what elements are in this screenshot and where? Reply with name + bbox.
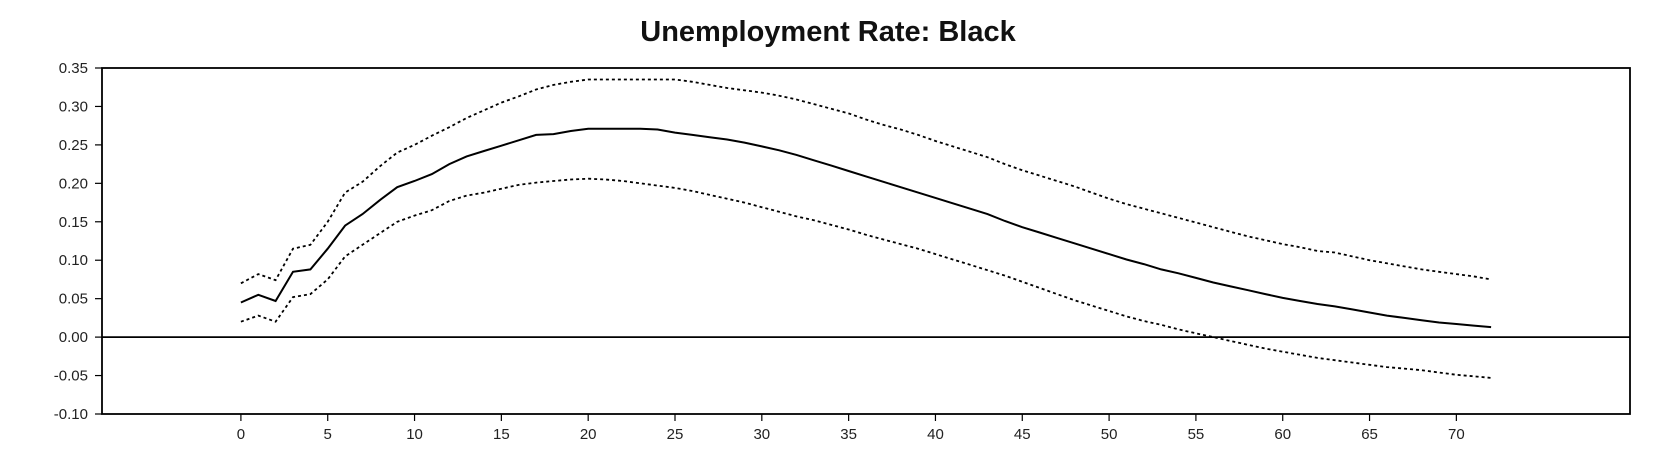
x-tick-label: 15 [493,426,510,443]
y-tick-label: 0.20 [59,175,88,192]
chart-title: Unemployment Rate: Black [640,16,1016,48]
x-tick-label: 0 [237,426,245,443]
plot-frame [101,67,1631,415]
y-tick-label: 0.30 [59,98,88,115]
x-tick-label: 5 [324,426,332,443]
y-tick-label: -0.05 [54,368,88,385]
x-tick-label: 40 [927,426,944,443]
series-line-upper-band [240,78,1492,285]
y-tick-label: 0.05 [59,291,88,308]
x-tick-label: 10 [406,426,423,443]
series-line-estimate [240,127,1492,329]
x-tick-label: 55 [1188,426,1205,443]
x-tick-label: 30 [753,426,770,443]
x-tick-label: 35 [840,426,857,443]
y-tick-label: 0.25 [59,137,88,154]
x-tick-label: 65 [1361,426,1378,443]
x-tick-label: 70 [1448,426,1465,443]
y-tick-label: -0.10 [54,406,88,423]
y-tick-label: 0.15 [59,214,88,231]
x-tick-label: 25 [667,426,684,443]
y-tick-label: 0.10 [59,252,88,269]
x-tick-label: 45 [1014,426,1031,443]
y-tick-label: 0.00 [59,329,88,346]
axis-layer: 0.35 0.30 0.25 0.20 0.15 0.10 0.05 0.00 -0.05 -0.… [54,60,1631,443]
series-line-lower-band [240,177,1492,379]
x-tick-label: 20 [580,426,597,443]
x-tick-label: 50 [1101,426,1118,443]
y-tick-label: 0.35 [59,60,88,77]
x-tick-label: 60 [1274,426,1291,443]
series-layer [240,78,1492,379]
